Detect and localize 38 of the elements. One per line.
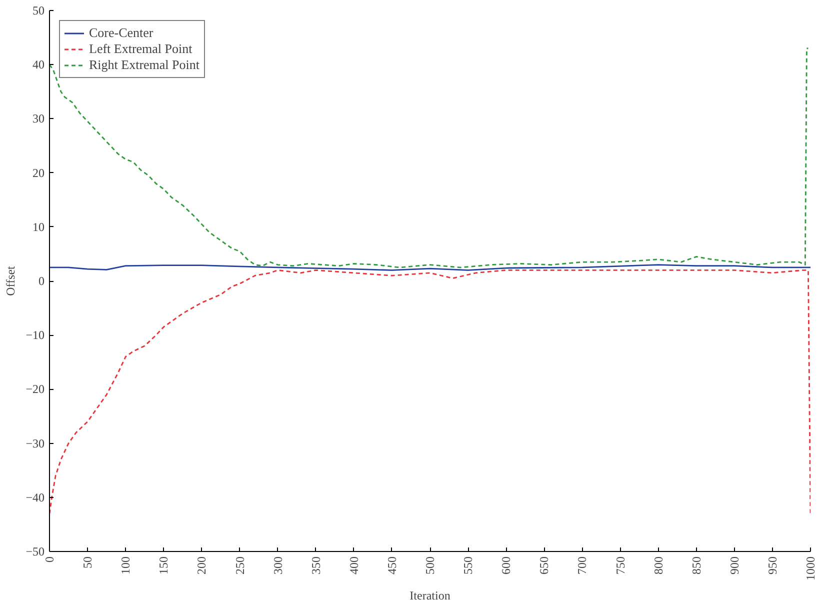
x-tick-label: 350 bbox=[308, 556, 323, 574]
legend-label: Right Extremal Point bbox=[89, 57, 200, 73]
y-tick-label: −20 bbox=[26, 382, 45, 396]
x-tick-label: 1000 bbox=[804, 556, 818, 580]
line-series bbox=[50, 269, 810, 514]
x-tick-label: 850 bbox=[689, 556, 704, 574]
x-tick-label: 450 bbox=[384, 556, 399, 574]
y-tick-label: 0 bbox=[38, 274, 44, 288]
y-tick-label: 10 bbox=[32, 220, 44, 234]
x-tick-label: 0 bbox=[42, 556, 56, 562]
x-tick-label: 750 bbox=[613, 556, 628, 574]
y-tick-label: −50 bbox=[26, 544, 45, 558]
y-axis-title: Offset bbox=[4, 265, 18, 296]
y-tick-label: −30 bbox=[26, 436, 45, 450]
x-tick-label: 900 bbox=[727, 556, 742, 574]
x-tick-label: 550 bbox=[461, 556, 476, 574]
x-tick-label: 800 bbox=[651, 556, 666, 574]
x-tick-label: 400 bbox=[346, 556, 361, 574]
y-tick-label: 20 bbox=[32, 166, 44, 180]
x-tick-label: 50 bbox=[80, 556, 95, 568]
x-axis-title: Iteration bbox=[410, 588, 450, 602]
y-tick-label: 40 bbox=[32, 58, 44, 72]
x-tick-label: 950 bbox=[765, 556, 780, 574]
x-tick-label: 150 bbox=[156, 556, 171, 574]
legend-label: Core-Center bbox=[89, 25, 154, 41]
x-tick-label: 700 bbox=[575, 556, 590, 574]
y-tick-label: 50 bbox=[32, 4, 44, 18]
x-tick-label: 200 bbox=[194, 556, 209, 574]
y-tick-label: −10 bbox=[26, 328, 45, 342]
y-tick-label: 30 bbox=[32, 112, 44, 126]
x-tick-label: 500 bbox=[423, 556, 437, 574]
x-tick-label: 600 bbox=[499, 556, 514, 574]
x-tick-label: 650 bbox=[537, 556, 552, 574]
x-tick-label: 250 bbox=[232, 556, 247, 574]
x-tick-label: 300 bbox=[270, 556, 285, 574]
x-tick-label: 100 bbox=[118, 556, 133, 574]
legend-label: Left Extremal Point bbox=[89, 41, 192, 57]
y-tick-label: −40 bbox=[26, 490, 45, 504]
